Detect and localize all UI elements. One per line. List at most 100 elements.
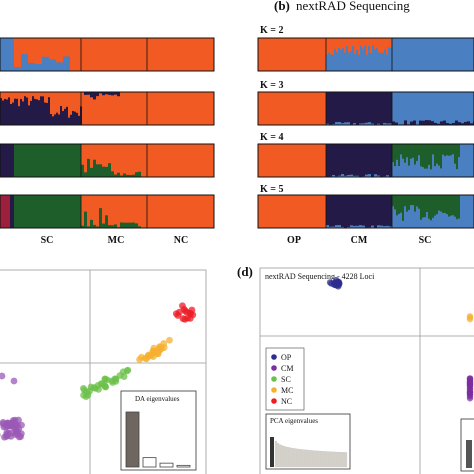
structure-b-cm-blue-bar: [370, 53, 372, 71]
panel-b-title: nextRAD Sequencing: [296, 0, 410, 13]
structure-b-sc-green-bar: [422, 195, 424, 218]
structure-b-cm-blue-bar: [368, 122, 371, 125]
structure-b-sc-green-bar: [400, 195, 402, 213]
pca-eigen-bar: [276, 443, 280, 468]
structure-a-navy-bar: [26, 97, 28, 125]
structure-b-cm-blue-bar: [356, 50, 358, 71]
structure-a-green-bar: [132, 174, 135, 177]
structure-b-cm-blue-bar: [371, 225, 374, 228]
structure-a-navy-bar: [93, 92, 96, 100]
panel-d-legend: OP CM SC MC NC: [265, 347, 305, 411]
structure-a-navy-bar: [22, 101, 24, 125]
structure-b-cm-blue-bar: [356, 225, 359, 228]
structure-b-sc-green-bar: [446, 195, 448, 215]
structure-b-cm-blue-bar: [389, 123, 392, 125]
structure-b-sc-green-bar: [408, 144, 410, 166]
structure-b-sc-green-bar: [450, 144, 452, 156]
panel-b-label-op: OP: [287, 235, 301, 246]
structure-b-cm-blue-bar: [344, 122, 347, 125]
structure-a-navy-bar: [52, 116, 54, 125]
structure-b-sc-green-bar: [396, 195, 398, 216]
structure-a-green-bar: [111, 225, 114, 228]
k-label-5: K = 5: [260, 184, 283, 195]
structure-b-sc-green-bar: [402, 195, 404, 221]
structure-a-navy-bar: [56, 112, 58, 125]
structure-a-green-bar: [90, 167, 93, 177]
da-eigen-bar: [125, 411, 140, 468]
panel-b-letter: (b): [274, 0, 290, 13]
point-sc: [103, 376, 111, 384]
structure-b-sc-green-bar: [432, 195, 434, 218]
structure-b-sc-navy-bar: [413, 120, 416, 125]
structure-a-green-bar: [138, 171, 141, 177]
structure-b-sc-green-bar: [452, 144, 454, 155]
structure-b-sc-green-bar: [420, 144, 422, 167]
panel-d-subtitle: nextRAD Sequencing - 4228 Loci: [265, 272, 375, 281]
panel-d-letter: (d): [237, 264, 253, 279]
panel-d-inset: PCA eigenvalues: [265, 413, 351, 470]
structure-b-sc-green-bar: [428, 144, 430, 165]
structure-b-sc-navy-bar: [431, 121, 434, 125]
structure-b-cm-blue-bar: [350, 225, 353, 228]
structure-b-sc-green-bar: [438, 144, 440, 166]
structure-b-cm-blue-bar: [353, 123, 356, 125]
structure-a-green-bar: [135, 223, 138, 228]
pca-eigen-bar: [340, 452, 344, 468]
structure-b-sc-navy-bar: [425, 120, 428, 125]
structure-a-blue-bar: [28, 62, 35, 71]
structure-b-sc-green-bar: [416, 144, 418, 161]
structure-a-navy-bar: [50, 114, 52, 125]
structure-b-sc-green-bar: [434, 195, 436, 216]
structure-a-green-bar: [126, 222, 129, 228]
structure-b-cm-blue-bar: [340, 50, 342, 71]
pca-eigen-bar: [288, 447, 292, 468]
structure-b-sc-green-bar: [430, 144, 432, 170]
structure-b-cm-blue-bar: [329, 226, 332, 228]
structure-b-sc-green-bar: [410, 195, 412, 206]
structure-a-blue-bar: [56, 62, 63, 71]
structure-a-navy-bar: [8, 97, 10, 125]
pca-eigen-bar: [286, 447, 290, 468]
point-cm: [10, 377, 18, 385]
structure-a-navy-bar: [102, 92, 105, 96]
structure-b-cm-blue-bar: [353, 225, 356, 228]
structure-b-cm-blue-bar: [377, 175, 380, 177]
structure-a-green-bar: [111, 171, 114, 177]
structure-b-sc-green-bar: [408, 195, 410, 211]
structure-a-navy-bar: [10, 104, 12, 125]
structure-b-cm-blue-bar: [386, 225, 389, 228]
structure-b-sc-green-bar: [444, 195, 446, 213]
k-label-2: K = 2: [260, 25, 283, 36]
structure-b-sc-green-bar: [448, 144, 450, 156]
k-label-3: K = 3: [260, 80, 283, 91]
structure-a-green-bar: [96, 164, 99, 177]
pca-eigen-bar: [298, 449, 302, 468]
structure-a-navy-bar: [62, 111, 64, 125]
structure-a-navy-bar: [60, 106, 62, 125]
panel-a-structure: SC MC NC: [0, 37, 215, 246]
structure-b-cm-blue-bar: [383, 226, 386, 228]
structure-b-sc-green-bar: [430, 195, 432, 221]
structure-a-green-bar: [123, 222, 126, 228]
structure-b-sc-navy-bar: [446, 123, 449, 125]
structure-b-cm-blue-bar: [350, 51, 352, 71]
structure-b-sc-navy-bar: [449, 123, 452, 125]
structure-a-green-segment: [14, 144, 81, 177]
structure-a-border: [0, 37, 215, 72]
structure-b-sc-green-bar: [442, 144, 444, 155]
structure-b-sc-green-bar: [400, 144, 402, 155]
pca-eigen-bar: [302, 449, 306, 468]
structure-b-cm-blue-bar: [344, 52, 346, 71]
structure-a-green-bar: [90, 219, 93, 228]
structure-a-blue-segment: [0, 38, 14, 71]
structure-a-navy-bar: [54, 114, 56, 125]
structure-a-border: [0, 194, 215, 229]
structure-a-navy-bar: [78, 115, 80, 125]
legend-marker-nc: [271, 398, 277, 404]
pca-eigen-bar: [306, 449, 310, 468]
structure-a-green-bar: [135, 172, 138, 177]
point-nc: [184, 314, 192, 322]
pca-eigen-bar: [282, 446, 286, 468]
structure-a-green-bar: [87, 158, 90, 177]
